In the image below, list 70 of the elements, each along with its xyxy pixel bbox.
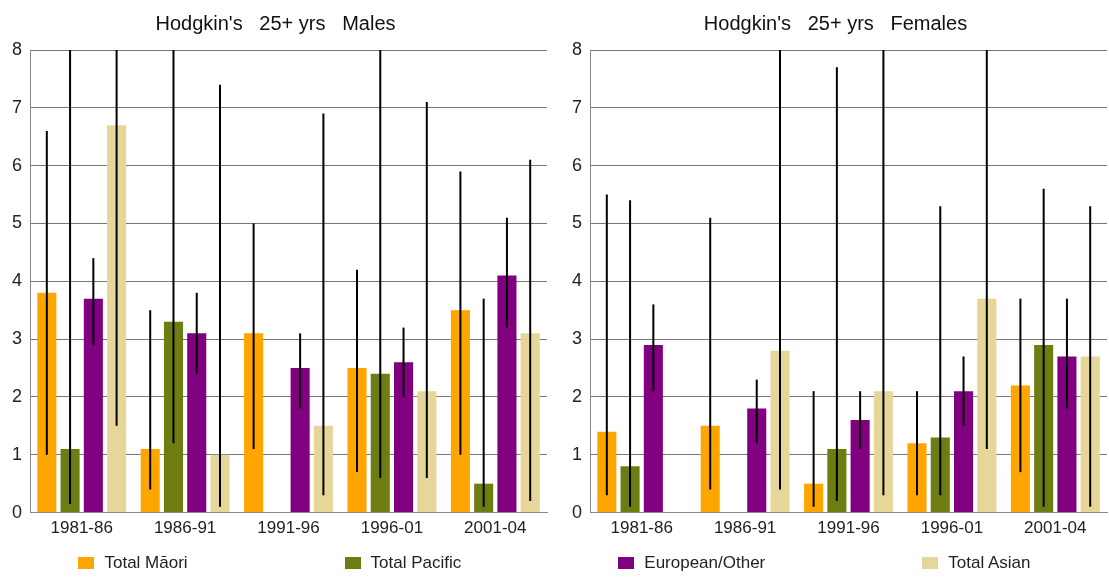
bar xyxy=(907,443,927,513)
bar xyxy=(37,292,57,513)
y-tick-label: 2 xyxy=(12,385,23,406)
legend-label: European/Other xyxy=(644,553,766,573)
x-tick-label: 2001-04 xyxy=(464,518,527,538)
bar xyxy=(497,275,517,513)
bar xyxy=(930,437,950,513)
bar xyxy=(1080,356,1100,513)
bar xyxy=(827,448,847,513)
bar xyxy=(244,333,264,513)
x-tick-label: 1986-91 xyxy=(713,518,777,538)
chart-title: Hodgkin's 25+ yrs Females xyxy=(703,11,968,34)
bar xyxy=(954,391,974,513)
y-tick-label: 7 xyxy=(12,96,23,117)
y-tick-label: 8 xyxy=(572,38,583,59)
y-tick-label: 5 xyxy=(572,212,583,233)
bar xyxy=(210,454,230,513)
bar xyxy=(1057,356,1077,513)
bar xyxy=(60,448,80,513)
y-tick-label: 3 xyxy=(572,328,583,349)
bar xyxy=(873,391,893,513)
bar xyxy=(347,368,367,513)
bar xyxy=(83,298,103,513)
bar xyxy=(977,298,997,513)
bar xyxy=(450,310,470,513)
x-tick-label: 1981-86 xyxy=(610,518,673,538)
y-tick-label: 5 xyxy=(12,212,23,233)
x-tick-label: 2001-04 xyxy=(1024,518,1087,538)
y-tick-label: 6 xyxy=(572,154,583,175)
y-tick-label: 6 xyxy=(12,154,23,175)
legend-label: Total Asian xyxy=(948,553,1031,573)
y-tick-label: 7 xyxy=(572,96,583,117)
x-tick-label: 1986-91 xyxy=(153,518,217,538)
x-tick-label: 1996-01 xyxy=(920,518,984,538)
y-tick-label: 0 xyxy=(12,501,23,522)
bar xyxy=(417,391,437,513)
y-tick-label: 0 xyxy=(572,501,583,522)
bar xyxy=(187,333,207,513)
legend-label: Total Māori xyxy=(104,553,188,573)
y-tick-label: 2 xyxy=(572,385,583,406)
y-tick-label: 4 xyxy=(572,270,583,291)
y-tick-label: 4 xyxy=(12,270,23,291)
legend-label: Total Pacific xyxy=(370,553,462,573)
y-tick-label: 8 xyxy=(12,38,23,59)
bar xyxy=(520,333,540,513)
x-tick-label: 1991-96 xyxy=(817,518,880,538)
bar xyxy=(620,466,640,513)
y-tick-label: 1 xyxy=(12,443,23,464)
bar xyxy=(643,344,663,513)
bar xyxy=(370,373,390,513)
bar xyxy=(313,425,333,513)
bar xyxy=(747,408,767,513)
x-tick-label: 1981-86 xyxy=(50,518,113,538)
x-tick-label: 1996-01 xyxy=(360,518,424,538)
bar xyxy=(850,420,870,513)
bar xyxy=(804,483,824,513)
bar xyxy=(474,483,494,513)
chart-title: Hodgkin's 25+ yrs Males xyxy=(155,11,396,34)
y-tick-label: 3 xyxy=(12,328,23,349)
bar xyxy=(140,448,160,513)
bar xyxy=(700,425,720,513)
bar xyxy=(290,368,310,513)
bar xyxy=(394,362,414,513)
bar xyxy=(1010,385,1030,513)
bar xyxy=(597,431,617,513)
bar xyxy=(770,350,790,513)
bar xyxy=(163,321,184,513)
x-tick-label: 1991-96 xyxy=(257,518,320,538)
y-tick-label: 1 xyxy=(572,443,583,464)
bar xyxy=(107,125,127,513)
